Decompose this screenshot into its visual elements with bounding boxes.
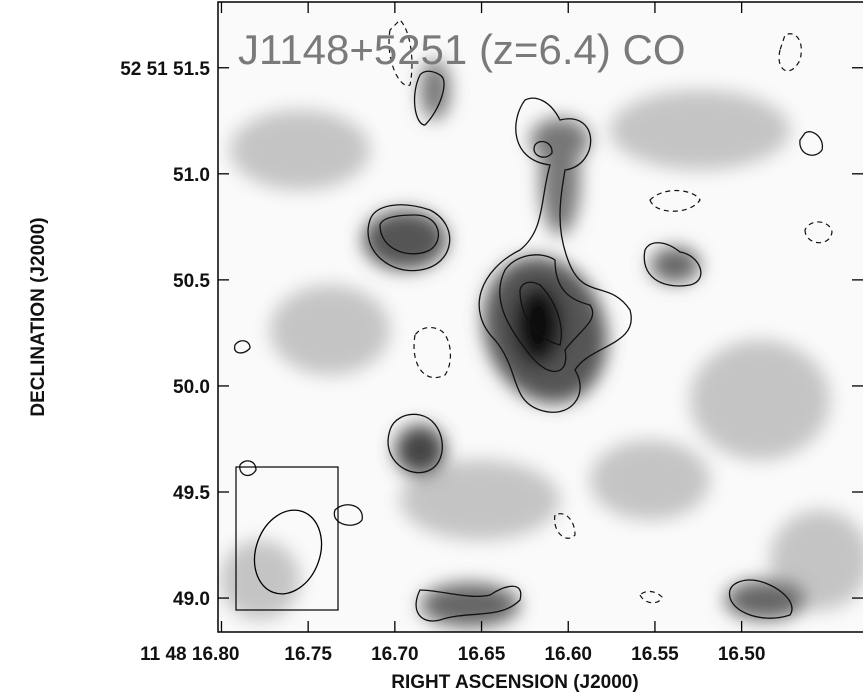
y-tick-label: 50.5 (173, 271, 210, 292)
y-tick-label: 49.0 (173, 589, 210, 610)
x-axis-label: RIGHT ASCENSION (J2000) (391, 672, 638, 693)
y-axis-label: DECLINATION (J2000) (28, 217, 49, 416)
y-tick-label: 51.0 (173, 165, 210, 186)
x-tick-label: 16.60 (544, 644, 592, 665)
plot-frame (217, 1, 863, 633)
x-tick-label: 16.65 (458, 644, 506, 665)
x-tick-label: 16.55 (631, 644, 679, 665)
x-tick-label: 16.70 (371, 644, 419, 665)
y-tick-label: 52 51 51.5 (120, 59, 210, 80)
y-tick-label: 50.0 (173, 377, 210, 398)
beam (235, 466, 339, 611)
y-tick-label: 49.5 (173, 483, 210, 504)
x-tick-label: 16.50 (718, 644, 766, 665)
chart-title: J1148+5251 (z=6.4) CO (238, 26, 686, 73)
x-tick-label: 11 48 16.80 (140, 644, 239, 665)
intensity-map (218, 2, 863, 632)
x-tick-label: 16.75 (284, 644, 332, 665)
